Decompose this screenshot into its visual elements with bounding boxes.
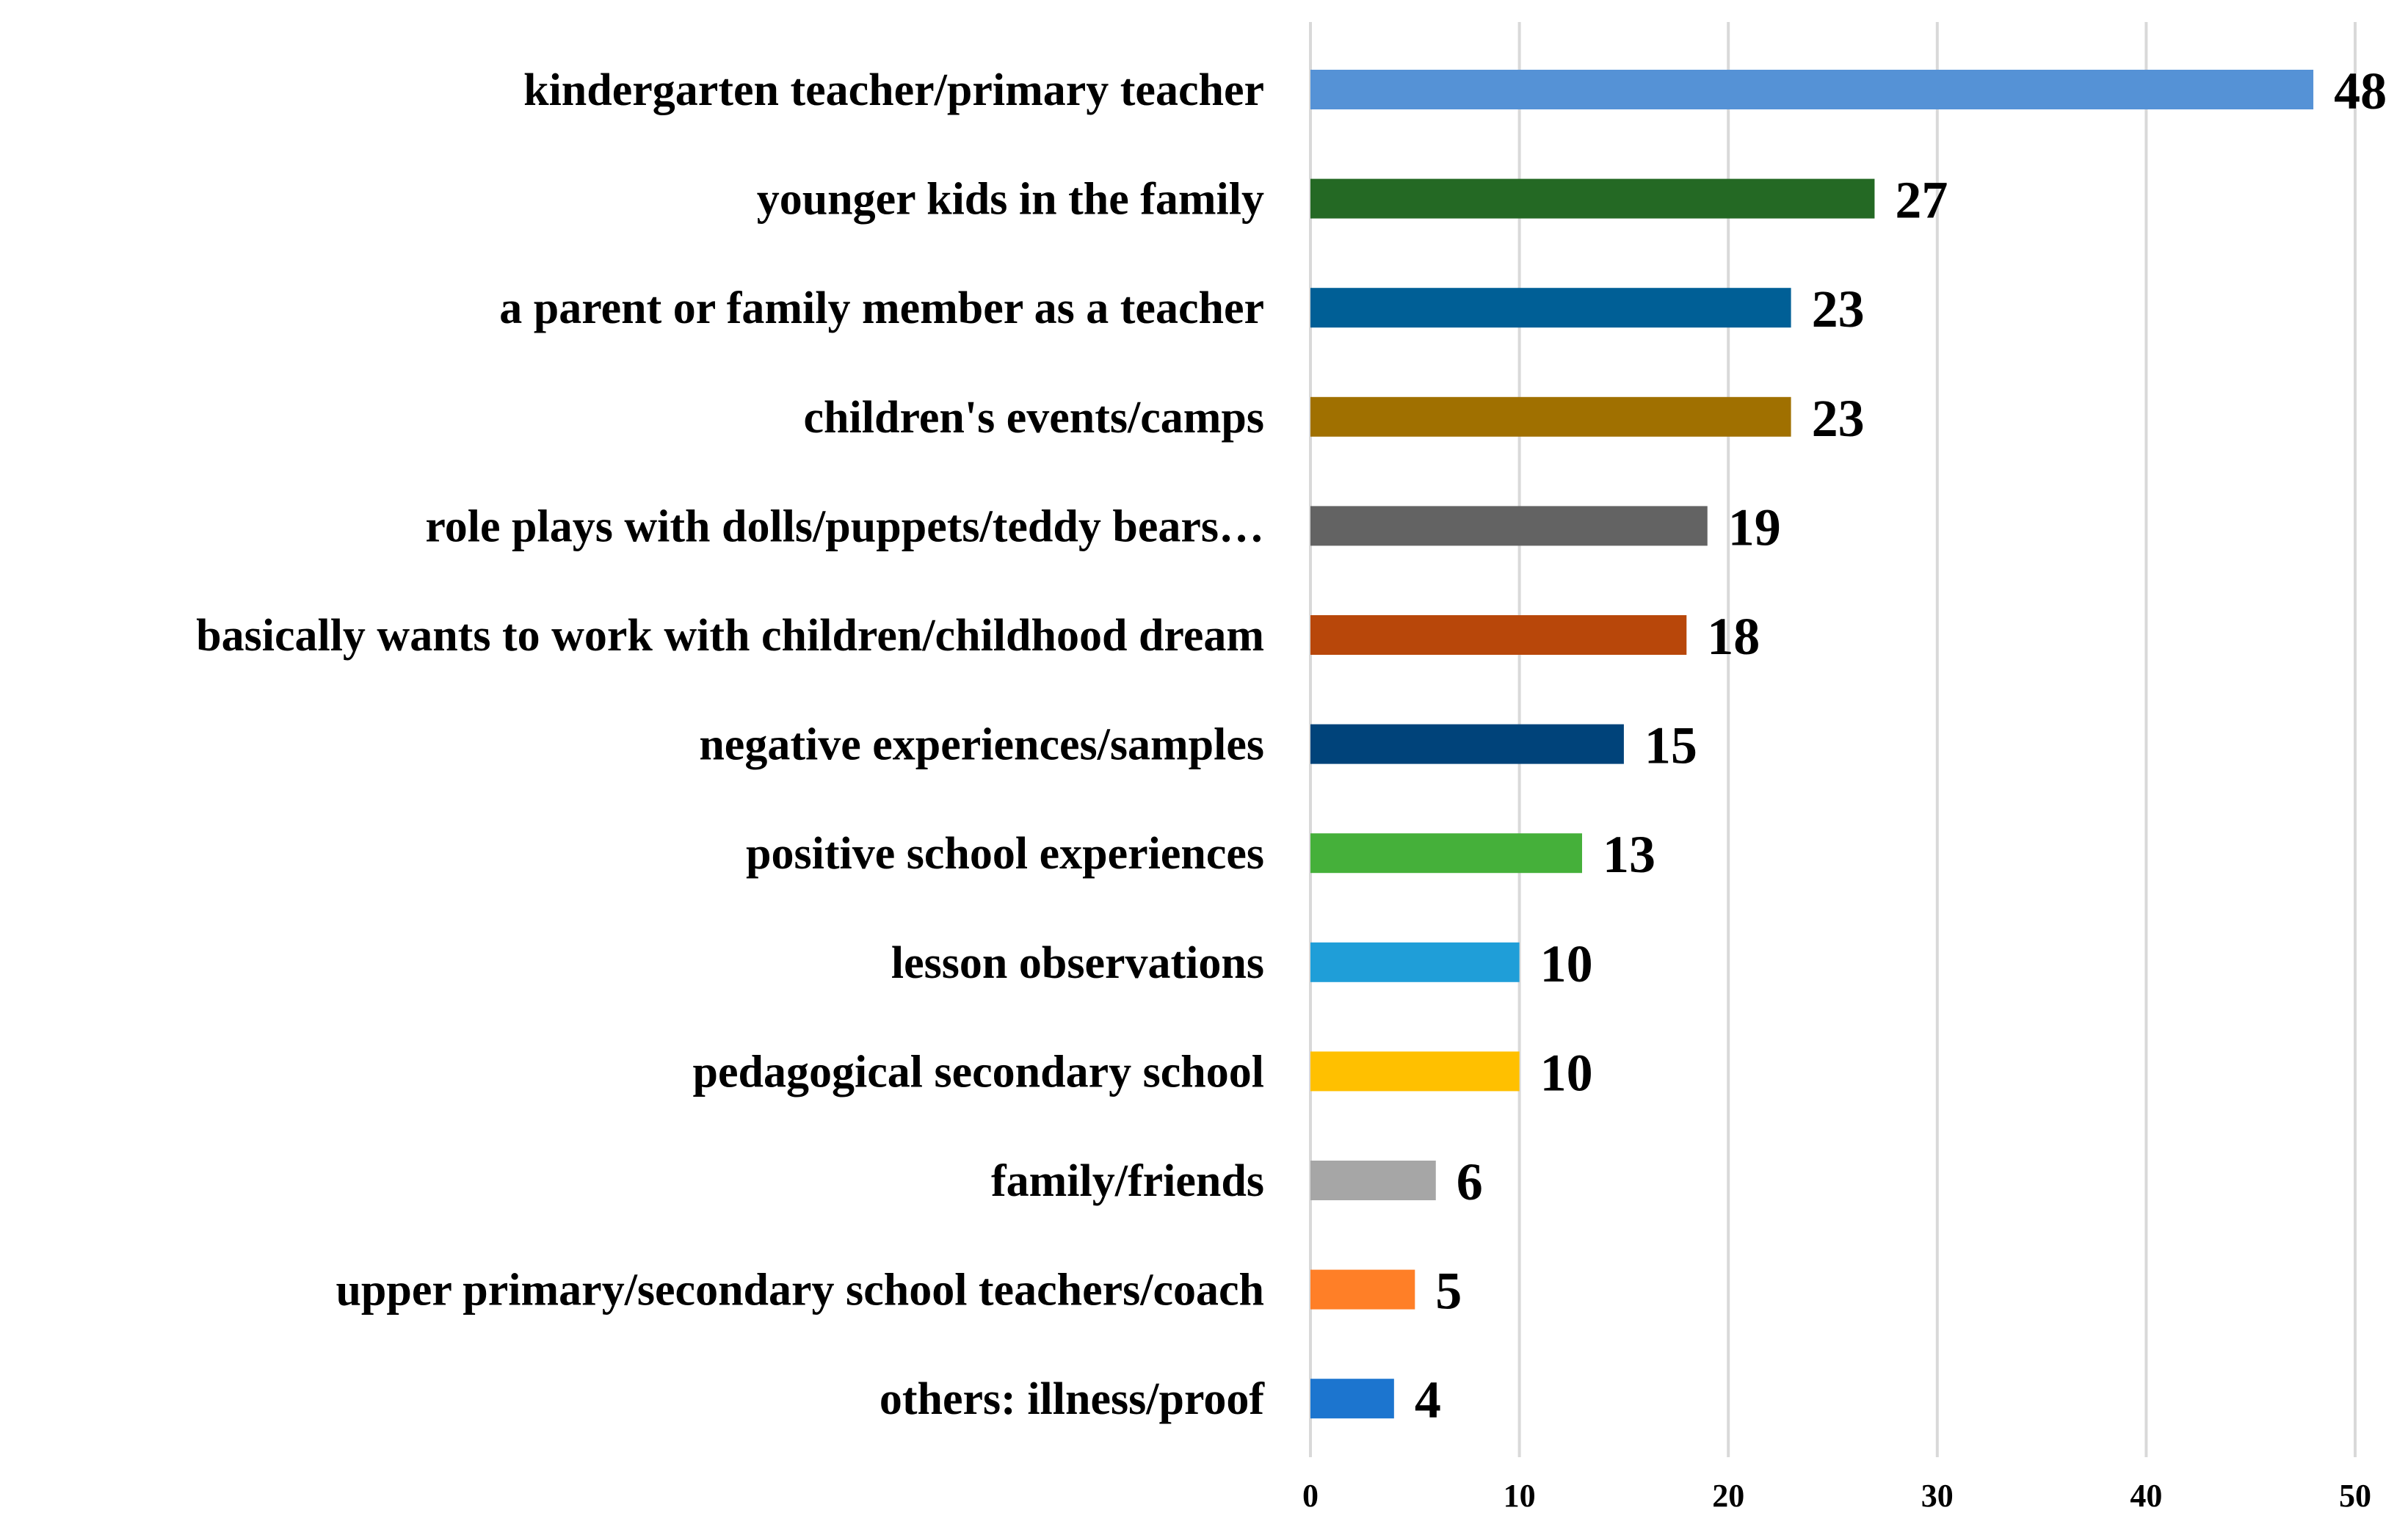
- bar: [1310, 1161, 1436, 1200]
- data-label: 23: [1812, 389, 1865, 448]
- bar: [1310, 724, 1624, 764]
- data-label: 27: [1895, 171, 1948, 230]
- data-label: 13: [1603, 825, 1656, 884]
- bar: [1310, 1269, 1415, 1310]
- category-label: upper primary/secondary school teachers/…: [336, 1266, 1264, 1316]
- category-labels: kindergarten teacher/primary teacher youn…: [196, 65, 1265, 1424]
- x-tick-label: 40: [2130, 1478, 2162, 1514]
- category-label: kindergarten teacher/primary teacher: [523, 65, 1264, 115]
- bar: [1310, 1051, 1520, 1092]
- bars: [1310, 70, 2314, 1419]
- category-label: pedagogical secondary school: [693, 1047, 1264, 1097]
- category-label: children's events/camps: [804, 393, 1264, 443]
- data-label: 15: [1644, 716, 1697, 775]
- category-label: lesson observations: [891, 938, 1264, 988]
- data-label: 19: [1728, 498, 1781, 556]
- data-label: 5: [1435, 1262, 1462, 1321]
- x-tick-label: 20: [1712, 1478, 1744, 1514]
- category-label: younger kids in the family: [757, 175, 1264, 225]
- category-label: a parent or family member as a teacher: [499, 283, 1264, 333]
- x-axis-tick-labels: 0 10 20 30 40 50: [1302, 1478, 2371, 1514]
- data-label: 4: [1415, 1371, 1441, 1429]
- category-label: role plays with dolls/puppets/teddy bear…: [425, 501, 1264, 551]
- bar: [1310, 942, 1520, 982]
- data-label: 18: [1707, 607, 1760, 666]
- bar: [1310, 615, 1687, 655]
- x-tick-label: 50: [2339, 1478, 2371, 1514]
- bar: [1310, 396, 1791, 437]
- bar: [1310, 1379, 1394, 1419]
- category-label: others: illness/proof: [880, 1374, 1265, 1424]
- bar: [1310, 833, 1582, 874]
- x-tick-label: 0: [1302, 1478, 1319, 1514]
- gridlines: [1309, 22, 2357, 1457]
- category-label: family/friends: [991, 1156, 1264, 1206]
- bar: [1310, 288, 1791, 328]
- bar: [1310, 70, 2314, 109]
- x-tick-label: 30: [1921, 1478, 1954, 1514]
- category-label: positive school experiences: [746, 829, 1264, 879]
- bar: [1310, 506, 1708, 546]
- category-label: basically wants to work with children/ch…: [196, 611, 1264, 661]
- data-label: 48: [2334, 62, 2387, 120]
- data-label: 10: [1540, 1043, 1593, 1102]
- data-label: 10: [1540, 935, 1593, 993]
- data-label: 6: [1457, 1153, 1483, 1211]
- x-tick-label: 10: [1504, 1478, 1536, 1514]
- bar: [1310, 178, 1875, 219]
- category-label: negative experiences/samples: [699, 720, 1264, 770]
- data-label: 23: [1812, 280, 1865, 338]
